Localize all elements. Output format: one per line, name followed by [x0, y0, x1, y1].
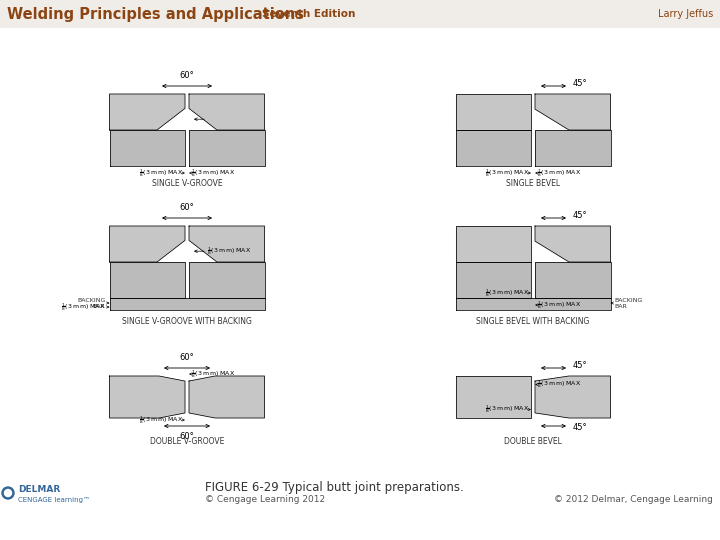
- Text: $\frac{1}{8}$(3 mm) MAX: $\frac{1}{8}$(3 mm) MAX: [207, 245, 251, 257]
- Text: CENGAGE learning™: CENGAGE learning™: [18, 497, 90, 503]
- Text: $\frac{1}{8}$(3 mm) MAX: $\frac{1}{8}$(3 mm) MAX: [537, 167, 581, 179]
- Text: $\frac{1}{8}$(3 mm) MAX: $\frac{1}{8}$(3 mm) MAX: [485, 287, 529, 299]
- Polygon shape: [535, 94, 611, 130]
- Text: Larry Jeffus: Larry Jeffus: [658, 9, 713, 19]
- Text: $\frac{1}{8}$(3 mm) MAX: $\frac{1}{8}$(3 mm) MAX: [191, 368, 235, 380]
- Polygon shape: [535, 262, 611, 298]
- Text: BAR: BAR: [93, 305, 106, 309]
- Polygon shape: [189, 376, 264, 418]
- Text: 60°: 60°: [179, 353, 194, 362]
- Polygon shape: [109, 226, 185, 262]
- Circle shape: [2, 487, 14, 499]
- Polygon shape: [456, 94, 531, 130]
- Polygon shape: [456, 262, 531, 298]
- Text: SINGLE BEVEL WITH BACKING: SINGLE BEVEL WITH BACKING: [477, 318, 590, 327]
- Polygon shape: [189, 226, 264, 262]
- Text: $\frac{1}{8}$(3 mm) MAX: $\frac{1}{8}$(3 mm) MAX: [139, 167, 183, 179]
- Polygon shape: [109, 94, 185, 130]
- Text: SINGLE BEVEL: SINGLE BEVEL: [506, 179, 560, 188]
- Text: $\frac{1}{8}$(3 mm) MAX: $\frac{1}{8}$(3 mm) MAX: [139, 414, 183, 426]
- Polygon shape: [456, 376, 531, 418]
- Polygon shape: [109, 376, 185, 418]
- Text: 60°: 60°: [179, 203, 194, 212]
- Bar: [0, 0, 720, 28]
- Text: $\frac{1}{8}$(3 mm) MAX: $\frac{1}{8}$(3 mm) MAX: [537, 379, 581, 390]
- Text: BACKING: BACKING: [77, 299, 106, 303]
- Polygon shape: [535, 94, 611, 130]
- Text: 45°: 45°: [573, 212, 588, 220]
- Polygon shape: [189, 94, 264, 130]
- Text: SINGLE V-GROOVE WITH BACKING: SINGLE V-GROOVE WITH BACKING: [122, 318, 252, 327]
- Text: 60°: 60°: [179, 71, 194, 80]
- Text: Welding Principles and Applications: Welding Principles and Applications: [7, 6, 304, 22]
- Text: $\frac{1}{8}$(3 mm) MAX: $\frac{1}{8}$(3 mm) MAX: [61, 301, 106, 313]
- Text: BAR: BAR: [614, 305, 627, 309]
- Polygon shape: [109, 130, 185, 166]
- Text: 45°: 45°: [573, 79, 588, 89]
- Polygon shape: [189, 376, 264, 418]
- Text: Seventh Edition: Seventh Edition: [262, 9, 356, 19]
- Polygon shape: [456, 226, 531, 262]
- Polygon shape: [109, 94, 185, 130]
- Text: 60°: 60°: [179, 432, 194, 441]
- Polygon shape: [189, 94, 264, 130]
- Text: SINGLE V-GROOVE: SINGLE V-GROOVE: [152, 179, 222, 188]
- Text: $\frac{1}{8}$(3 mm) MAX: $\frac{1}{8}$(3 mm) MAX: [537, 299, 581, 311]
- Polygon shape: [535, 376, 611, 418]
- Text: DOUBLE V-GROOVE: DOUBLE V-GROOVE: [150, 437, 224, 447]
- Text: DELMAR: DELMAR: [18, 485, 60, 495]
- Polygon shape: [456, 130, 531, 166]
- Polygon shape: [535, 226, 611, 262]
- Text: FIGURE 6-29 Typical butt joint preparations.: FIGURE 6-29 Typical butt joint preparati…: [205, 482, 464, 495]
- Polygon shape: [109, 298, 264, 310]
- Circle shape: [4, 489, 12, 496]
- Text: 45°: 45°: [573, 423, 588, 433]
- Text: 45°: 45°: [573, 361, 588, 370]
- Text: DOUBLE BEVEL: DOUBLE BEVEL: [504, 437, 562, 447]
- Polygon shape: [535, 130, 611, 166]
- Polygon shape: [456, 226, 531, 262]
- Polygon shape: [109, 376, 185, 418]
- Text: © 2012 Delmar, Cengage Learning: © 2012 Delmar, Cengage Learning: [554, 496, 713, 504]
- Polygon shape: [189, 130, 264, 166]
- Text: © Cengage Learning 2012: © Cengage Learning 2012: [205, 496, 325, 504]
- Polygon shape: [456, 94, 531, 130]
- Polygon shape: [535, 376, 611, 418]
- Polygon shape: [456, 298, 611, 310]
- Polygon shape: [456, 376, 531, 418]
- Text: BACKING: BACKING: [614, 299, 643, 303]
- Polygon shape: [535, 226, 611, 262]
- Polygon shape: [189, 226, 264, 262]
- Polygon shape: [109, 226, 185, 262]
- Polygon shape: [189, 262, 264, 298]
- Polygon shape: [109, 262, 185, 298]
- Text: $\frac{1}{8}$(3 mm) MAX: $\frac{1}{8}$(3 mm) MAX: [485, 167, 529, 179]
- Text: $\frac{1}{8}$(3 mm) MAX: $\frac{1}{8}$(3 mm) MAX: [191, 167, 235, 179]
- Text: $\frac{1}{8}$(3 mm) MAX: $\frac{1}{8}$(3 mm) MAX: [485, 403, 529, 415]
